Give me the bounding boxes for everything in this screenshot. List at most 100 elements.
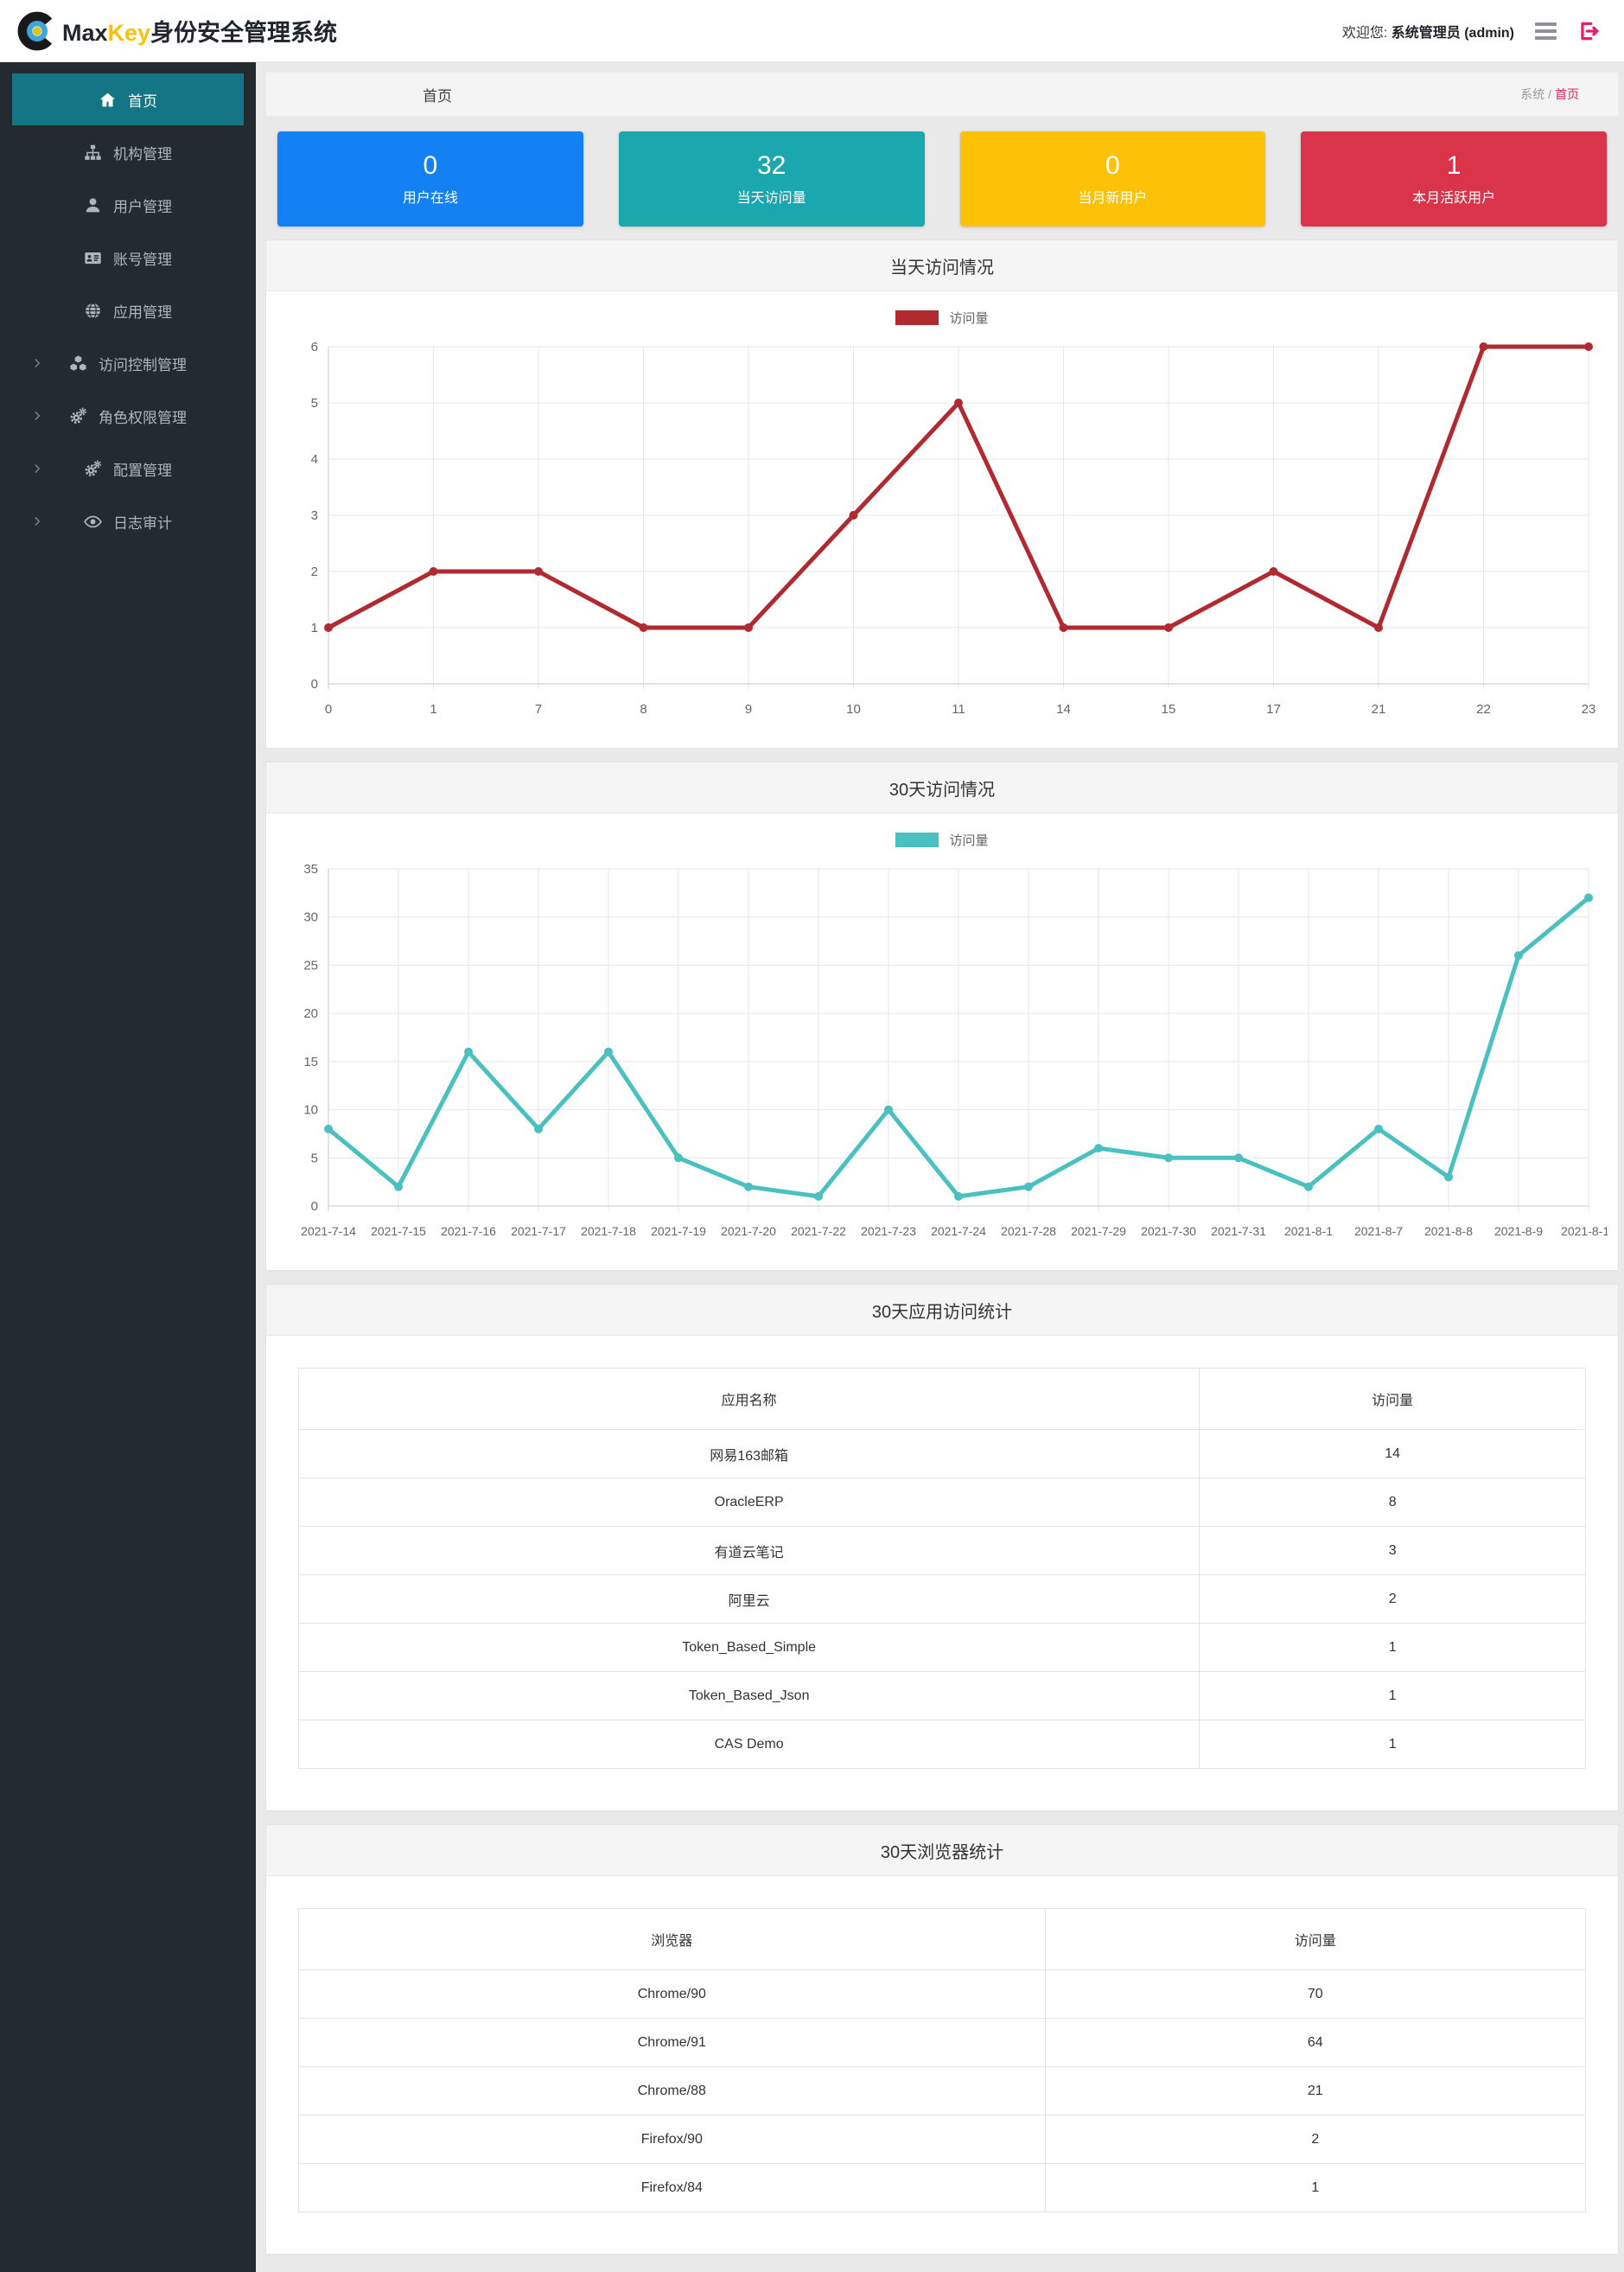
svg-text:0: 0 xyxy=(311,1199,318,1214)
panel-app-stats-header: 30天应用访问统计 xyxy=(266,1285,1618,1336)
sidebar-item-label: 账号管理 xyxy=(113,251,172,268)
stat-label: 本月活跃用户 xyxy=(1412,190,1496,206)
breadcrumb-separator: / xyxy=(1548,87,1551,101)
app-stats-table: 应用名称 访问量 网易163邮箱 14 OracleERP 8 有道云笔记 3 阿里云 2 Toke… xyxy=(297,1368,1586,1769)
table-cell: 阿里云 xyxy=(297,1574,1200,1624)
legend-label: 访问量 xyxy=(949,310,989,326)
maxkey-logo-icon xyxy=(17,11,57,50)
svg-text:17: 17 xyxy=(1266,702,1281,717)
panel-30day-visits-header: 30天访问情况 xyxy=(266,763,1618,814)
table-cell: 70 xyxy=(1044,1969,1587,2019)
user-icon xyxy=(84,196,102,214)
breadcrumb: 系统 / 首页 xyxy=(1520,86,1579,103)
svg-text:2021-8-8: 2021-8-8 xyxy=(1424,1224,1473,1238)
table-row: Token_Based_Json 1 xyxy=(297,1671,1586,1720)
table-cell: 有道云笔记 xyxy=(297,1526,1200,1575)
stat-cards-row: 0 用户在线 32 当天访问量 0 当月新用户 1 本月活跃用户 xyxy=(277,131,1607,227)
app-title: MaxKey身份安全管理系统 xyxy=(62,20,338,46)
sidebar-item-app[interactable]: 应用管理 xyxy=(12,284,244,336)
table-row: CAS Demo 1 xyxy=(297,1720,1586,1769)
svg-text:5: 5 xyxy=(311,396,318,411)
home-icon xyxy=(99,91,117,109)
svg-text:2021-8-7: 2021-8-7 xyxy=(1354,1224,1403,1238)
table-cell: Token_Based_Simple xyxy=(297,1623,1200,1672)
sidebar-item-label: 日志审计 xyxy=(113,514,172,532)
svg-text:35: 35 xyxy=(303,862,318,877)
sidebar-item-access-control[interactable]: 访问控制管理 xyxy=(12,337,244,389)
legend-label: 访问量 xyxy=(949,833,989,848)
column-header: 访问量 xyxy=(1199,1368,1586,1430)
browser-stats-table: 浏览器 访问量 Chrome/90 70 Chrome/91 64 Chrome/88 21 F… xyxy=(298,1908,1587,2212)
chevron-right-icon xyxy=(31,463,43,475)
table-cell: 1 xyxy=(1199,1720,1586,1769)
svg-text:8: 8 xyxy=(640,702,646,717)
breadcrumb-current[interactable]: 首页 xyxy=(1555,87,1579,101)
column-header: 浏览器 xyxy=(298,1908,1046,1970)
legend-swatch xyxy=(895,832,939,847)
table-cell: Token_Based_Json xyxy=(297,1671,1200,1720)
svg-text:2021-7-14: 2021-7-14 xyxy=(301,1224,356,1238)
sidebar-item-account[interactable]: 账号管理 xyxy=(12,232,244,284)
sidebar-item-user[interactable]: 用户管理 xyxy=(12,179,244,231)
sidebar-item-role-permission[interactable]: 角色权限管理 xyxy=(12,390,244,442)
svg-text:2021-7-19: 2021-7-19 xyxy=(651,1224,706,1238)
svg-text:4: 4 xyxy=(311,452,318,467)
sidebar-menu: 首页 机构管理用户管理账号管理应用管理访问控制管理 角色权限管理 配置管理日志审计 xyxy=(0,62,256,2272)
chart-legend[interactable]: 访问量 xyxy=(277,302,1608,333)
cubes-icon xyxy=(69,354,87,373)
sidebar-item-config[interactable]: 配置管理 xyxy=(12,443,244,495)
table-cell: 64 xyxy=(1044,2018,1587,2067)
table-row: Chrome/88 21 xyxy=(298,2066,1587,2116)
svg-text:10: 10 xyxy=(303,1103,318,1118)
table-cell: Chrome/90 xyxy=(298,1969,1046,2019)
chart-legend[interactable]: 访问量 xyxy=(277,824,1608,855)
stat-card-active-users-month: 1 本月活跃用户 xyxy=(1301,131,1607,227)
svg-text:10: 10 xyxy=(846,702,861,717)
chevron-right-icon xyxy=(31,410,43,422)
chevron-right-icon xyxy=(31,515,43,527)
menu-toggle-icon[interactable] xyxy=(1533,21,1558,41)
svg-text:30: 30 xyxy=(303,910,318,925)
stat-label: 用户在线 xyxy=(402,190,458,206)
table-row: Token_Based_Simple 1 xyxy=(297,1623,1586,1672)
sidebar-item-label: 用户管理 xyxy=(113,198,172,215)
cogs-icon xyxy=(69,407,87,425)
svg-text:2021-7-17: 2021-7-17 xyxy=(511,1224,566,1238)
stat-card-users-online: 0 用户在线 xyxy=(277,131,583,227)
stat-label: 当天访问量 xyxy=(736,190,806,206)
table-row: 网易163邮箱 14 xyxy=(297,1429,1586,1478)
legend-swatch xyxy=(895,310,939,325)
svg-text:2021-8-9: 2021-8-9 xyxy=(1494,1224,1543,1238)
svg-text:2: 2 xyxy=(311,565,318,579)
svg-text:20: 20 xyxy=(303,1006,318,1021)
svg-text:14: 14 xyxy=(1056,702,1071,717)
page-title: 首页 xyxy=(423,87,452,105)
stat-card-visits-today: 32 当天访问量 xyxy=(618,131,925,227)
table-cell: OracleERP xyxy=(297,1477,1200,1527)
logout-icon[interactable] xyxy=(1577,20,1600,42)
table-cell: 1 xyxy=(1199,1671,1586,1720)
sidebar-item-home[interactable]: 首页 xyxy=(12,73,244,125)
svg-text:2021-7-16: 2021-7-16 xyxy=(441,1224,496,1238)
sidebar-item-audit[interactable]: 日志审计 xyxy=(12,495,244,547)
stat-value: 1 xyxy=(1446,150,1462,180)
svg-text:2021-7-29: 2021-7-29 xyxy=(1071,1224,1126,1238)
sidebar-item-org[interactable]: 机构管理 xyxy=(12,126,244,178)
panel-title: 当天访问情况 xyxy=(890,258,994,278)
svg-text:2021-7-31: 2021-7-31 xyxy=(1211,1224,1266,1238)
stat-label: 当月新用户 xyxy=(1078,190,1148,206)
panel-title: 30天应用访问统计 xyxy=(871,1302,1013,1322)
stat-value: 0 xyxy=(1105,150,1120,180)
svg-text:2021-7-22: 2021-7-22 xyxy=(791,1224,846,1238)
panel-title: 30天浏览器统计 xyxy=(880,1842,1004,1862)
svg-text:7: 7 xyxy=(535,702,542,717)
sidebar-item-label: 应用管理 xyxy=(113,303,172,321)
stat-value: 32 xyxy=(756,150,787,180)
table-cell: 2 xyxy=(1199,1574,1586,1624)
svg-text:5: 5 xyxy=(311,1151,318,1165)
svg-text:15: 15 xyxy=(1162,702,1176,717)
breadcrumb-bar: 首页 系统 / 首页 xyxy=(265,72,1619,117)
svg-text:21: 21 xyxy=(1372,702,1386,717)
cogs-icon xyxy=(84,460,102,478)
eye-icon xyxy=(84,513,102,531)
